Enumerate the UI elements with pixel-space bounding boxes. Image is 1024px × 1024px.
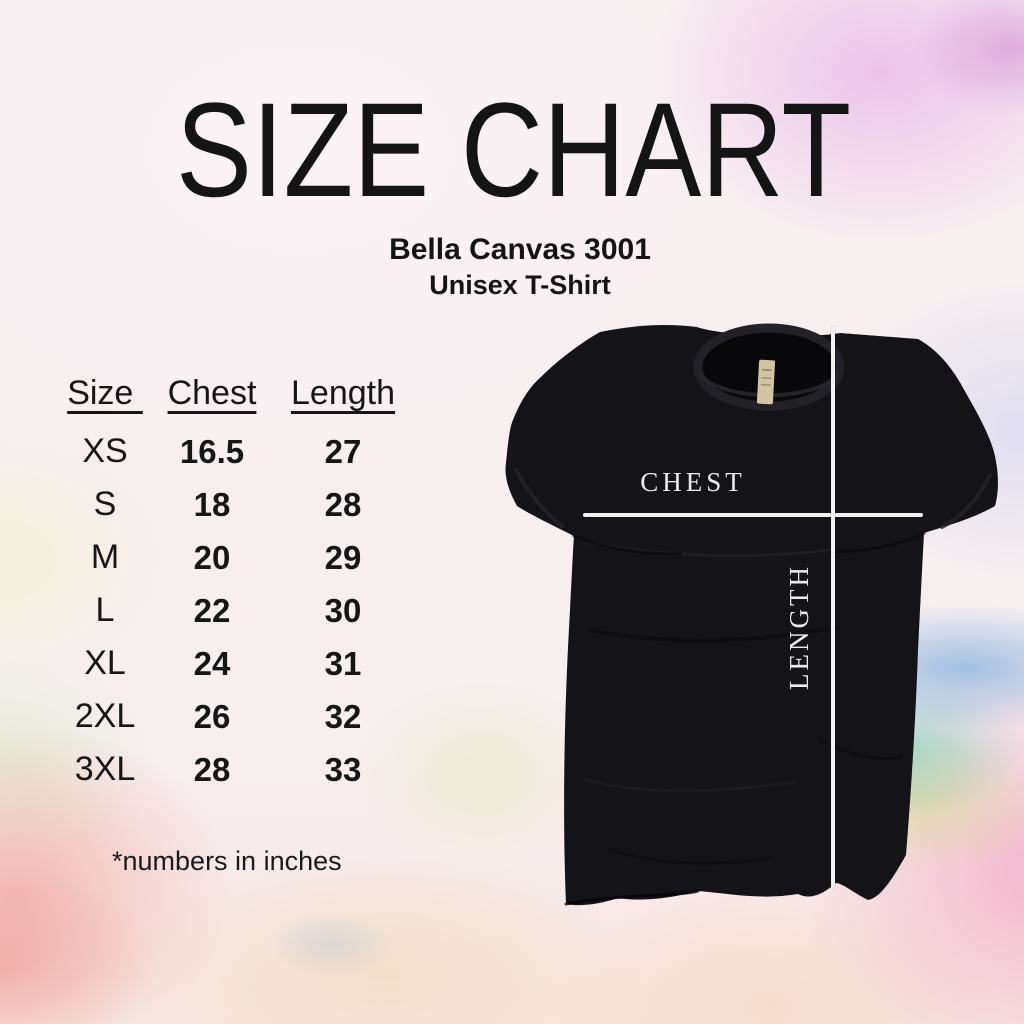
length-cell: 27 bbox=[324, 432, 362, 470]
fabric-wrinkles bbox=[514, 468, 992, 906]
size-cell: 3XL bbox=[74, 750, 136, 788]
chest-cell: 28 bbox=[193, 750, 231, 788]
chest-cell: 20 bbox=[193, 538, 231, 576]
column-header-size: Size bbox=[67, 374, 143, 412]
chest-cell: 18 bbox=[193, 485, 231, 523]
column-header-length: Length bbox=[291, 374, 395, 412]
chest-measure-line bbox=[583, 513, 923, 517]
length-cell: 32 bbox=[324, 697, 362, 735]
size-cell: XS bbox=[82, 432, 128, 470]
column-header-chest: Chest bbox=[167, 374, 257, 412]
size-cell: L bbox=[95, 591, 115, 629]
size-cell: M bbox=[90, 538, 120, 576]
product-type: Unisex T-Shirt bbox=[429, 270, 611, 300]
length-cell: 31 bbox=[324, 644, 362, 682]
units-footnote: *numbers in inches bbox=[112, 846, 342, 876]
chest-cell: 24 bbox=[193, 644, 231, 682]
page-title: SIZE CHART bbox=[176, 76, 852, 225]
length-label: LENGTH bbox=[784, 564, 814, 690]
length-cell: 30 bbox=[324, 591, 362, 629]
size-cell: S bbox=[93, 485, 117, 523]
length-measure-line bbox=[831, 326, 835, 888]
chest-label: CHEST bbox=[640, 467, 746, 497]
tshirt-diagram bbox=[490, 310, 1024, 910]
size-table: Size Chest Length XS 16.5 27 S 18 28 M 2… bbox=[46, 372, 426, 796]
tshirt-image bbox=[505, 323, 998, 906]
size-cell: 2XL bbox=[74, 697, 136, 735]
collar-tag bbox=[756, 359, 776, 405]
size-cell: XL bbox=[84, 644, 126, 682]
length-cell: 28 bbox=[324, 485, 362, 523]
product-name: Bella Canvas 3001 bbox=[389, 233, 651, 266]
chest-cell: 26 bbox=[193, 697, 231, 735]
chest-cell: 22 bbox=[193, 591, 231, 629]
tshirt-body bbox=[505, 324, 998, 906]
length-cell: 29 bbox=[324, 538, 362, 576]
chest-cell: 16.5 bbox=[179, 432, 245, 470]
length-cell: 33 bbox=[324, 750, 362, 788]
